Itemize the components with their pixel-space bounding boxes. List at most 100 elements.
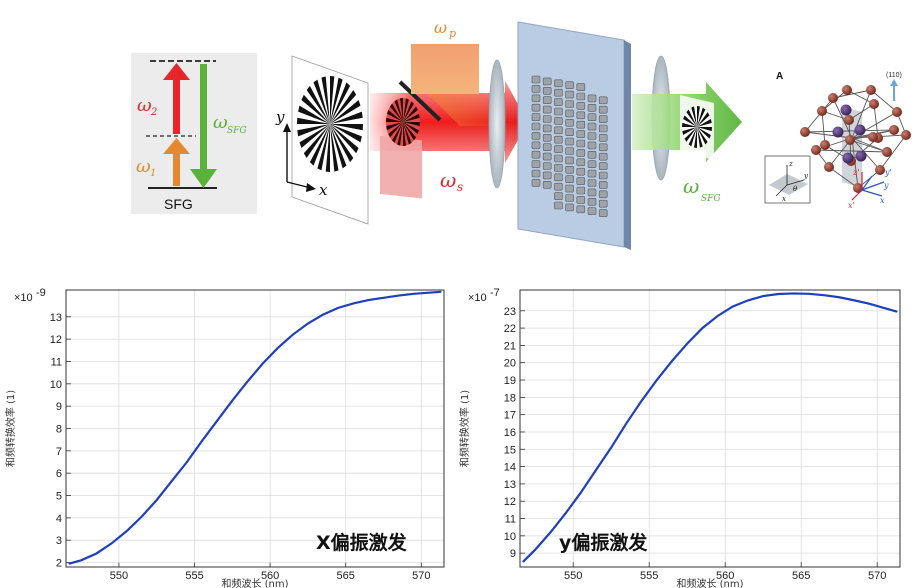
y-tick-label: 18	[504, 392, 516, 404]
atom-brown	[828, 93, 838, 103]
data-point	[413, 293, 415, 295]
star-spoke	[400, 98, 403, 122]
image-coordinate-axes: y x	[275, 108, 328, 199]
star-spoke	[330, 124, 339, 172]
star-spoke	[330, 124, 354, 163]
star-spoke	[386, 117, 403, 122]
y-label: y	[883, 181, 889, 190]
nanopillar	[554, 135, 563, 144]
nanopillar	[565, 175, 574, 183]
x-tick-label: 565	[792, 570, 810, 582]
x-polarization-chart: 550 555 560 565 570 2 3 4 5 6 7 8 9 10 11 12 13 ×10 -9 和频波长…	[4, 287, 445, 588]
signal-beam	[370, 80, 528, 199]
nanopillar	[531, 160, 541, 168]
data-point	[261, 363, 264, 365]
data-point	[762, 295, 764, 297]
x-tick-label: 555	[185, 570, 203, 582]
polarization-annotation: X偏振激发	[316, 531, 408, 554]
data-point	[352, 302, 354, 305]
omega1-arrow	[163, 138, 190, 186]
y-tick-label: 11	[505, 514, 516, 526]
star-spoke	[684, 127, 697, 142]
atom-brown	[868, 132, 878, 142]
nanopillar	[531, 132, 541, 140]
atom-purple	[842, 152, 854, 164]
data-point	[565, 512, 567, 514]
y-tick-label: 12	[504, 496, 516, 508]
x-tick-label: 560	[716, 570, 734, 582]
y-tick-label: 22	[504, 323, 516, 335]
signal-target-plate	[380, 135, 422, 199]
x-tick-label: 550	[110, 570, 128, 582]
nanopillar	[554, 107, 563, 116]
beam-combiner	[398, 80, 442, 122]
nanopillar	[598, 171, 608, 180]
nanopillar	[542, 181, 552, 189]
data-point	[625, 422, 628, 424]
y-tick-label: 13	[504, 479, 516, 491]
star-spoke	[697, 106, 700, 127]
data-point	[367, 299, 369, 301]
nanopillar	[542, 171, 552, 180]
nanopillar	[587, 141, 597, 150]
nanopillar	[576, 130, 586, 138]
atom-purple	[855, 150, 867, 162]
y-multiplier-exponent: -7	[490, 287, 500, 299]
star-spoke	[403, 101, 414, 122]
nanopillar	[598, 162, 608, 170]
pump-subscript: p	[449, 27, 456, 40]
bond	[879, 134, 907, 171]
omega1-subscript: 1	[150, 168, 156, 179]
star-spoke	[303, 124, 330, 158]
y-tick-label: 4	[56, 513, 62, 525]
nanopillar	[587, 198, 597, 206]
star-spoke	[386, 122, 403, 131]
star-spoke	[297, 117, 330, 124]
omega2-label: ω	[137, 95, 152, 116]
nanopillar	[531, 169, 541, 178]
y-tick-label: 9	[510, 548, 516, 560]
star-spoke	[697, 127, 711, 139]
star-spoke	[387, 110, 403, 122]
atom-brown	[882, 147, 892, 157]
data-point	[428, 292, 430, 294]
atom-brown	[901, 130, 911, 140]
data-point	[307, 322, 309, 325]
data-point	[337, 307, 339, 309]
focusing-lens	[488, 59, 506, 189]
nanopillar	[598, 152, 608, 161]
atom-brown	[817, 106, 827, 116]
omega-sfg-subscript: SFG	[227, 126, 247, 136]
nanopillar	[587, 188, 597, 197]
data-point	[522, 561, 524, 563]
star-spoke	[694, 127, 697, 148]
bond	[828, 166, 859, 189]
nanopillar	[542, 143, 552, 151]
star-spoke	[403, 113, 420, 122]
y-tick-label: 23	[504, 306, 516, 318]
nanopillar	[531, 150, 541, 159]
bond	[804, 129, 895, 133]
atom-brown	[844, 115, 854, 125]
atom-purple	[854, 124, 866, 136]
star-spoke	[403, 122, 417, 141]
star-spoke	[691, 106, 697, 127]
output-subscript: SFG	[701, 194, 721, 204]
x-tick-label: 555	[640, 570, 658, 582]
nanopillar	[554, 192, 563, 200]
nanopillar	[598, 134, 608, 142]
inset-y-label: y	[803, 172, 809, 180]
data-point	[201, 440, 203, 442]
efficiency-curve	[68, 290, 442, 565]
y-tick-label: 5	[56, 491, 62, 503]
metasurface	[517, 21, 631, 250]
atom-purple	[832, 126, 844, 138]
nanopillar	[554, 154, 563, 163]
y-axis-title: 和频转换效率 (1)	[458, 390, 471, 467]
siemens-star-spokes	[297, 76, 363, 172]
data-point	[80, 559, 82, 561]
atom-brown	[820, 140, 830, 150]
y-tick-label: 10	[504, 531, 516, 543]
inset-x-label: x	[782, 195, 786, 203]
pump-beam: ω p	[411, 18, 505, 126]
